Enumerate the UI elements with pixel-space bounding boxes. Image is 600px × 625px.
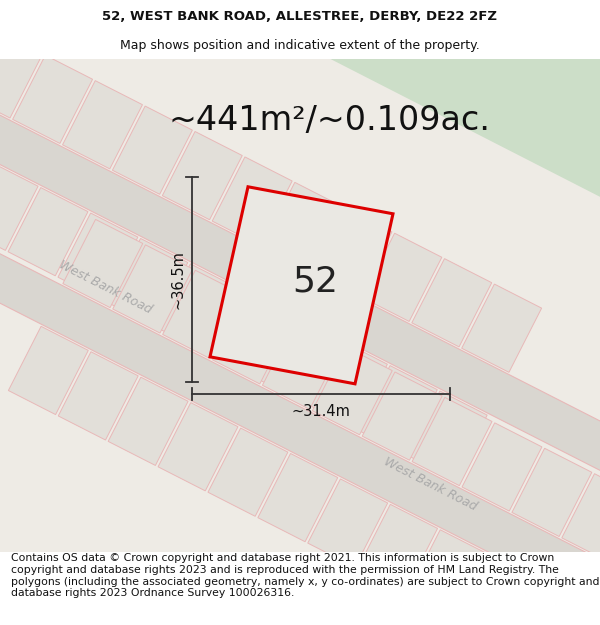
Polygon shape [362,372,442,460]
Text: 52: 52 [292,265,338,299]
Polygon shape [108,238,188,327]
Polygon shape [362,233,442,321]
Polygon shape [0,210,600,625]
Text: 52, WEST BANK ROAD, ALLESTREE, DERBY, DE22 2FZ: 52, WEST BANK ROAD, ALLESTREE, DERBY, DE… [103,10,497,23]
Polygon shape [562,474,600,562]
Polygon shape [163,270,242,359]
Polygon shape [262,182,342,271]
Polygon shape [0,30,43,118]
Polygon shape [257,315,337,403]
Polygon shape [212,296,292,384]
Polygon shape [158,264,238,352]
Polygon shape [358,504,437,592]
Text: Map shows position and indicative extent of the property.: Map shows position and indicative extent… [120,39,480,52]
Polygon shape [163,131,242,220]
Polygon shape [407,391,487,479]
Polygon shape [258,454,338,542]
Polygon shape [407,530,487,618]
Polygon shape [208,289,287,378]
Polygon shape [0,162,38,251]
Polygon shape [307,340,388,428]
Polygon shape [358,366,437,454]
Polygon shape [557,606,600,625]
Polygon shape [308,479,388,567]
Polygon shape [313,346,392,435]
Polygon shape [58,352,138,440]
Polygon shape [108,378,188,466]
Text: ~36.5m: ~36.5m [170,250,185,309]
Polygon shape [330,59,600,197]
Polygon shape [457,555,538,625]
Text: ~31.4m: ~31.4m [292,404,350,419]
Polygon shape [158,402,238,491]
Polygon shape [113,245,193,333]
Polygon shape [412,398,492,486]
Polygon shape [208,428,288,516]
Polygon shape [58,213,138,301]
Polygon shape [212,157,292,245]
Polygon shape [0,0,600,489]
Polygon shape [512,448,592,536]
Polygon shape [412,259,492,347]
Polygon shape [8,326,88,414]
Polygon shape [62,81,142,169]
Polygon shape [462,284,542,372]
Polygon shape [312,208,392,296]
Polygon shape [112,106,193,194]
Polygon shape [262,321,343,409]
Polygon shape [462,423,542,511]
Polygon shape [508,581,587,625]
Text: ~441m²/~0.109ac.: ~441m²/~0.109ac. [169,104,491,137]
Polygon shape [13,55,92,143]
Text: Contains OS data © Crown copyright and database right 2021. This information is : Contains OS data © Crown copyright and d… [11,553,599,598]
Polygon shape [8,188,88,276]
Text: West Bank Road: West Bank Road [382,455,479,513]
Polygon shape [63,219,143,308]
Polygon shape [210,187,393,384]
Text: West Bank Road: West Bank Road [56,258,154,316]
